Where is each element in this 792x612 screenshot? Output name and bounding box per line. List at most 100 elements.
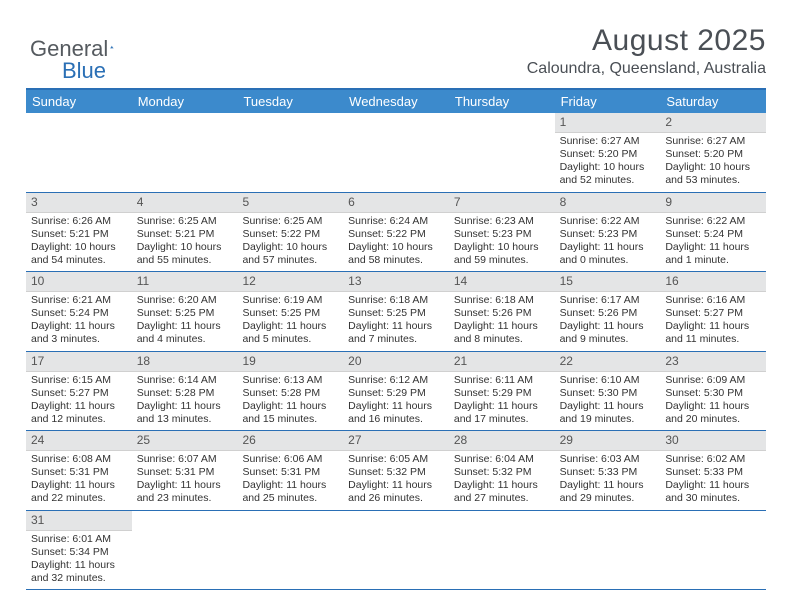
day-info: Sunrise: 6:06 AMSunset: 5:31 PMDaylight:… xyxy=(237,451,343,510)
sunset-line: Sunset: 5:34 PM xyxy=(31,546,127,559)
calendar-empty-cell xyxy=(660,511,766,590)
calendar-empty-cell xyxy=(237,511,343,590)
daylight-line: Daylight: 11 hours and 17 minutes. xyxy=(454,400,550,426)
dow-friday: Friday xyxy=(555,90,661,113)
sunrise-line: Sunrise: 6:27 AM xyxy=(560,135,656,148)
sunrise-line: Sunrise: 6:03 AM xyxy=(560,453,656,466)
daylight-line: Daylight: 10 hours and 58 minutes. xyxy=(348,241,444,267)
calendar-empty-cell xyxy=(132,113,238,192)
calendar-day: 24Sunrise: 6:08 AMSunset: 5:31 PMDayligh… xyxy=(26,431,132,510)
sunrise-line: Sunrise: 6:20 AM xyxy=(137,294,233,307)
sunrise-line: Sunrise: 6:14 AM xyxy=(137,374,233,387)
daylight-line: Daylight: 11 hours and 7 minutes. xyxy=(348,320,444,346)
calendar-day: 8Sunrise: 6:22 AMSunset: 5:23 PMDaylight… xyxy=(555,193,661,272)
calendar-day: 27Sunrise: 6:05 AMSunset: 5:32 PMDayligh… xyxy=(343,431,449,510)
calendar-day: 16Sunrise: 6:16 AMSunset: 5:27 PMDayligh… xyxy=(660,272,766,351)
day-number: 11 xyxy=(132,272,238,292)
day-number: 24 xyxy=(26,431,132,451)
dow-wednesday: Wednesday xyxy=(343,90,449,113)
calendar-day: 31 Sunrise: 6:01 AMSunset: 5:34 PMDayligh… xyxy=(26,511,132,590)
day-info: Sunrise: 6:22 AMSunset: 5:24 PMDaylight:… xyxy=(660,213,766,272)
calendar-day: 18Sunrise: 6:14 AMSunset: 5:28 PMDayligh… xyxy=(132,352,238,431)
day-number: 17 xyxy=(26,352,132,372)
calendar-day: 13Sunrise: 6:18 AMSunset: 5:25 PMDayligh… xyxy=(343,272,449,351)
sunset-line: Sunset: 5:31 PM xyxy=(137,466,233,479)
day-number: 31 xyxy=(26,511,132,531)
day-info: Sunrise: 6:22 AMSunset: 5:23 PMDaylight:… xyxy=(555,213,661,272)
dow-saturday: Saturday xyxy=(660,90,766,113)
daylight-line: Daylight: 11 hours and 26 minutes. xyxy=(348,479,444,505)
daylight-line: Daylight: 11 hours and 32 minutes. xyxy=(31,559,127,585)
calendar-day: 11Sunrise: 6:20 AMSunset: 5:25 PMDayligh… xyxy=(132,272,238,351)
sunset-line: Sunset: 5:20 PM xyxy=(560,148,656,161)
day-number: 5 xyxy=(237,193,343,213)
day-info: Sunrise: 6:14 AMSunset: 5:28 PMDaylight:… xyxy=(132,372,238,431)
day-number: 30 xyxy=(660,431,766,451)
sunset-line: Sunset: 5:26 PM xyxy=(454,307,550,320)
sunset-line: Sunset: 5:28 PM xyxy=(137,387,233,400)
sunrise-line: Sunrise: 6:17 AM xyxy=(560,294,656,307)
page-title: August 2025 xyxy=(26,24,766,58)
calendar-day: 10Sunrise: 6:21 AMSunset: 5:24 PMDayligh… xyxy=(26,272,132,351)
daylight-line: Daylight: 11 hours and 20 minutes. xyxy=(665,400,761,426)
sunset-line: Sunset: 5:20 PM xyxy=(665,148,761,161)
calendar-week: 24Sunrise: 6:08 AMSunset: 5:31 PMDayligh… xyxy=(26,431,766,511)
page-location: Caloundra, Queensland, Australia xyxy=(26,60,766,78)
sunset-line: Sunset: 5:29 PM xyxy=(348,387,444,400)
calendar-empty-cell xyxy=(237,113,343,192)
day-info: Sunrise: 6:05 AMSunset: 5:32 PMDaylight:… xyxy=(343,451,449,510)
calendar-week: 31 Sunrise: 6:01 AMSunset: 5:34 PMDayligh… xyxy=(26,511,766,591)
sunrise-line: Sunrise: 6:25 AM xyxy=(242,215,338,228)
calendar-day: 17Sunrise: 6:15 AMSunset: 5:27 PMDayligh… xyxy=(26,352,132,431)
day-number: 20 xyxy=(343,352,449,372)
calendar-day: 12Sunrise: 6:19 AMSunset: 5:25 PMDayligh… xyxy=(237,272,343,351)
day-info: Sunrise: 6:12 AMSunset: 5:29 PMDaylight:… xyxy=(343,372,449,431)
dow-thursday: Thursday xyxy=(449,90,555,113)
sunrise-line: Sunrise: 6:26 AM xyxy=(31,215,127,228)
day-number: 16 xyxy=(660,272,766,292)
sunset-line: Sunset: 5:22 PM xyxy=(348,228,444,241)
calendar-empty-cell xyxy=(343,511,449,590)
daylight-line: Daylight: 11 hours and 23 minutes. xyxy=(137,479,233,505)
day-number: 7 xyxy=(449,193,555,213)
calendar: Sunday Monday Tuesday Wednesday Thursday… xyxy=(26,88,766,590)
sunrise-line: Sunrise: 6:18 AM xyxy=(348,294,444,307)
sunrise-line: Sunrise: 6:24 AM xyxy=(348,215,444,228)
sunset-line: Sunset: 5:33 PM xyxy=(665,466,761,479)
day-info: Sunrise: 6:20 AMSunset: 5:25 PMDaylight:… xyxy=(132,292,238,351)
sunrise-line: Sunrise: 6:18 AM xyxy=(454,294,550,307)
daylight-line: Daylight: 11 hours and 3 minutes. xyxy=(31,320,127,346)
daylight-line: Daylight: 11 hours and 0 minutes. xyxy=(560,241,656,267)
day-number: 4 xyxy=(132,193,238,213)
sunset-line: Sunset: 5:28 PM xyxy=(242,387,338,400)
dow-tuesday: Tuesday xyxy=(237,90,343,113)
calendar-empty-cell xyxy=(449,113,555,192)
calendar-week: 10Sunrise: 6:21 AMSunset: 5:24 PMDayligh… xyxy=(26,272,766,352)
sunrise-line: Sunrise: 6:15 AM xyxy=(31,374,127,387)
calendar-day: 19Sunrise: 6:13 AMSunset: 5:28 PMDayligh… xyxy=(237,352,343,431)
daylight-line: Daylight: 11 hours and 29 minutes. xyxy=(560,479,656,505)
daylight-line: Daylight: 11 hours and 5 minutes. xyxy=(242,320,338,346)
calendar-day: 15Sunrise: 6:17 AMSunset: 5:26 PMDayligh… xyxy=(555,272,661,351)
day-number: 21 xyxy=(449,352,555,372)
daylight-line: Daylight: 10 hours and 53 minutes. xyxy=(665,161,761,187)
brand-logo-sub: Blue xyxy=(62,58,106,84)
day-number: 26 xyxy=(237,431,343,451)
day-info: Sunrise: 6:09 AMSunset: 5:30 PMDaylight:… xyxy=(660,372,766,431)
daylight-line: Daylight: 10 hours and 55 minutes. xyxy=(137,241,233,267)
sunset-line: Sunset: 5:30 PM xyxy=(665,387,761,400)
daylight-line: Daylight: 11 hours and 15 minutes. xyxy=(242,400,338,426)
calendar-day: 25Sunrise: 6:07 AMSunset: 5:31 PMDayligh… xyxy=(132,431,238,510)
daylight-line: Daylight: 11 hours and 25 minutes. xyxy=(242,479,338,505)
sunrise-line: Sunrise: 6:09 AM xyxy=(665,374,761,387)
sunrise-line: Sunrise: 6:13 AM xyxy=(242,374,338,387)
daylight-line: Daylight: 11 hours and 16 minutes. xyxy=(348,400,444,426)
day-number: 28 xyxy=(449,431,555,451)
day-number: 10 xyxy=(26,272,132,292)
day-number: 22 xyxy=(555,352,661,372)
sunrise-line: Sunrise: 6:02 AM xyxy=(665,453,761,466)
sunset-line: Sunset: 5:24 PM xyxy=(31,307,127,320)
calendar-empty-cell xyxy=(26,113,132,192)
sunrise-line: Sunrise: 6:12 AM xyxy=(348,374,444,387)
sunrise-line: Sunrise: 6:01 AM xyxy=(31,533,127,546)
